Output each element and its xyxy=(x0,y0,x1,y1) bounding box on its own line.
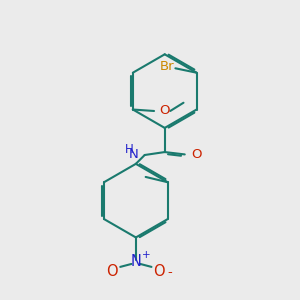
Text: +: + xyxy=(142,250,151,260)
Text: O: O xyxy=(159,104,170,118)
Text: O: O xyxy=(106,264,118,279)
Text: N: N xyxy=(130,254,141,268)
Text: O: O xyxy=(191,148,202,161)
Text: N: N xyxy=(128,148,138,161)
Text: -: - xyxy=(167,266,172,279)
Text: O: O xyxy=(154,264,165,279)
Text: Br: Br xyxy=(160,60,175,73)
Text: H: H xyxy=(125,143,134,156)
